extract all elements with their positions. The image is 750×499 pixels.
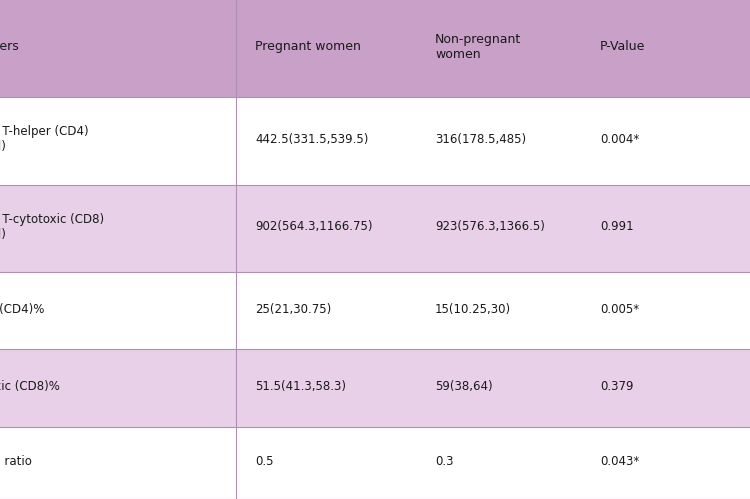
Text: 923(576.3,1366.5): 923(576.3,1366.5)	[435, 220, 544, 233]
Text: T-cytotoxic (CD8)%: T-cytotoxic (CD8)%	[0, 380, 60, 393]
Text: Absolute T-helper (CD4)
counts/μl): Absolute T-helper (CD4) counts/μl)	[0, 125, 89, 153]
Text: 442.5(331.5,539.5): 442.5(331.5,539.5)	[255, 133, 368, 146]
Text: 0.004*: 0.004*	[600, 133, 639, 146]
Text: Non-pregnant
women: Non-pregnant women	[435, 33, 521, 61]
Bar	[0, 97, 750, 185]
Text: 0.005*: 0.005*	[600, 302, 639, 315]
Text: T-helper (CD4)%: T-helper (CD4)%	[0, 302, 45, 315]
Text: 0.379: 0.379	[600, 380, 634, 393]
Text: 0.5: 0.5	[255, 455, 274, 468]
Text: 51.5(41.3,58.3): 51.5(41.3,58.3)	[255, 380, 346, 393]
Text: 316(178.5,485): 316(178.5,485)	[435, 133, 526, 146]
Text: P-Value: P-Value	[600, 40, 645, 53]
Text: Parameters: Parameters	[0, 40, 20, 53]
Bar	[0, 272, 750, 349]
Bar	[0, 0, 750, 97]
Text: 59(38,64): 59(38,64)	[435, 380, 493, 393]
Text: 15(10.25,30): 15(10.25,30)	[435, 302, 511, 315]
Text: 902(564.3,1166.75): 902(564.3,1166.75)	[255, 220, 373, 233]
Text: CD4/CD8 ratio: CD4/CD8 ratio	[0, 455, 32, 468]
Text: 25(21,30.75): 25(21,30.75)	[255, 302, 332, 315]
Text: Absolute T-cytotoxic (CD8)
counts/μl): Absolute T-cytotoxic (CD8) counts/μl)	[0, 213, 104, 241]
Text: Pregnant women: Pregnant women	[255, 40, 361, 53]
Bar	[0, 349, 750, 427]
Text: 0.043*: 0.043*	[600, 455, 639, 468]
Text: 0.3: 0.3	[435, 455, 454, 468]
Text: 0.991: 0.991	[600, 220, 634, 233]
Bar	[0, 427, 750, 499]
Bar	[0, 185, 750, 272]
